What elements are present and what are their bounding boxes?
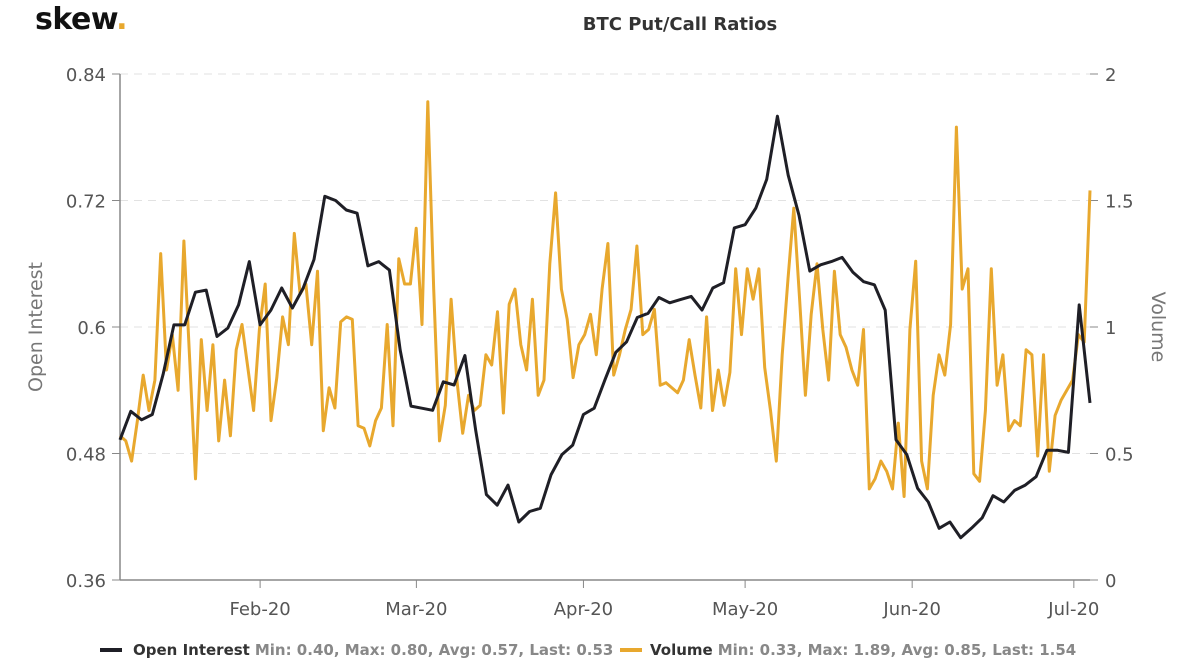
y-right-tick-label: 2	[1105, 65, 1116, 86]
y-left-tick-label: 0.36	[66, 571, 106, 592]
legend-label-volume: Volume	[650, 641, 713, 659]
x-tick-label: Feb-20	[229, 599, 290, 620]
logo-dot: .	[116, 2, 128, 37]
x-tick-label: Mar-20	[385, 599, 447, 620]
y-left-tick-label: 0.84	[66, 65, 106, 86]
y-left-axis-label: Open Interest	[25, 262, 47, 392]
chart-title: BTC Put/Call Ratios	[583, 14, 777, 35]
legend-item-volume[interactable]: Volume Min: 0.33, Max: 1.89, Avg: 0.85, L…	[620, 641, 1076, 659]
y-right-tick-label: 0	[1105, 571, 1116, 592]
series-line-open-interest	[118, 114, 1092, 540]
y-right-axis-label: Volume	[1147, 292, 1169, 363]
logo-text: skew	[35, 2, 117, 37]
legend: Open Interest Min: 0.40, Max: 0.80, Avg: …	[100, 641, 1076, 659]
y-right-tick-label: 0.5	[1105, 445, 1134, 466]
y-left-tick-label: 0.48	[66, 445, 106, 466]
legend-item-open-interest[interactable]: Open Interest Min: 0.40, Max: 0.80, Avg: …	[100, 641, 613, 659]
y-right-tick-label: 1	[1105, 318, 1116, 339]
series-line-volume	[119, 100, 1092, 498]
logo: skew.	[35, 2, 128, 37]
y-left-tick-label: 0.72	[66, 192, 106, 213]
x-tick-label: May-20	[712, 599, 778, 620]
x-tick-label: Apr-20	[554, 599, 613, 620]
legend-label-open-interest: Open Interest	[133, 641, 250, 659]
x-tick-label: Jul-20	[1047, 599, 1099, 620]
legend-swatch-volume	[620, 648, 642, 652]
legend-swatch-open-interest	[100, 648, 122, 652]
legend-stats-volume: Min: 0.33, Max: 1.89, Avg: 0.85, Last: 1…	[718, 641, 1077, 659]
y-left-tick-label: 0.6	[77, 318, 106, 339]
y-right-tick-label: 1.5	[1105, 192, 1134, 213]
x-tick-label: Jun-20	[882, 599, 941, 620]
legend-stats-open-interest: Min: 0.40, Max: 0.80, Avg: 0.57, Last: 0…	[255, 641, 614, 659]
